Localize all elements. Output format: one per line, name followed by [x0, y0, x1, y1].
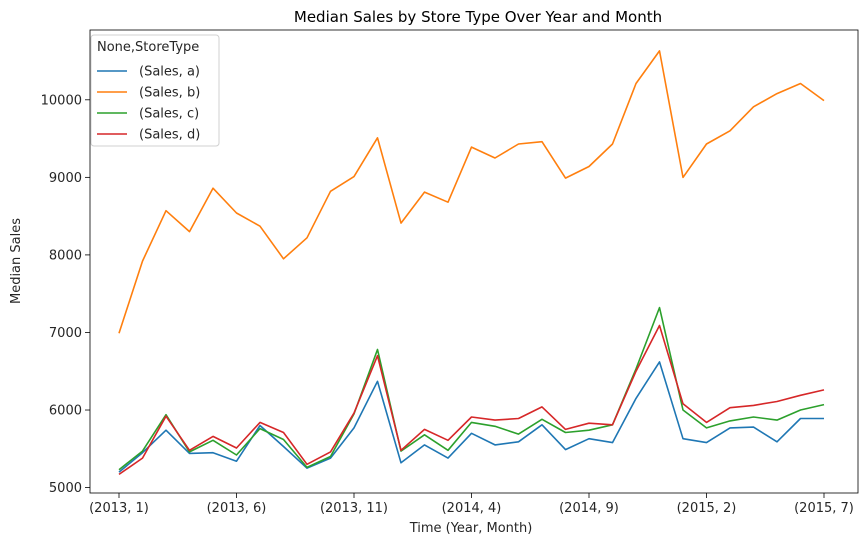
legend-label: (Sales, b): [139, 86, 200, 101]
series-line-3: [118, 306, 825, 471]
legend-label: (Sales, c): [139, 107, 199, 122]
x-tick-label: (2014, 9): [559, 501, 619, 516]
plot-frame: [89, 29, 859, 494]
x-axis-label: Time (Year, Month): [409, 521, 533, 536]
x-tick-label: (2015, 7): [794, 501, 854, 516]
legend: None,StoreType (Sales, a) (Sales, b) (Sale…: [90, 34, 220, 147]
series-line-4: [118, 324, 825, 476]
x-tick-label: (2014, 4): [442, 501, 502, 516]
x-tick-label: (2013, 1): [89, 501, 149, 516]
y-tick-label: 8000: [49, 248, 82, 263]
x-tick-label: (2015, 2): [677, 501, 737, 516]
y-tick-label: 10000: [41, 93, 82, 108]
chart-title: Median Sales by Store Type Over Year and…: [294, 8, 662, 26]
legend-label: (Sales, d): [139, 128, 200, 143]
y-tick-label: 6000: [49, 404, 82, 419]
y-tick-label: 5000: [49, 481, 82, 496]
x-tick-label: (2013, 11): [320, 501, 388, 516]
legend-box: [90, 34, 220, 147]
y-tick-label: 7000: [49, 326, 82, 341]
series-line-2: [118, 50, 825, 334]
series-line-1: [118, 361, 824, 473]
legend-label: (Sales, a): [139, 65, 200, 80]
y-tick-label: 9000: [49, 171, 82, 186]
x-tick-label: (2013, 6): [207, 501, 267, 516]
legend-title: None,StoreType: [97, 40, 199, 55]
y-axis-label: Median Sales: [9, 218, 24, 304]
